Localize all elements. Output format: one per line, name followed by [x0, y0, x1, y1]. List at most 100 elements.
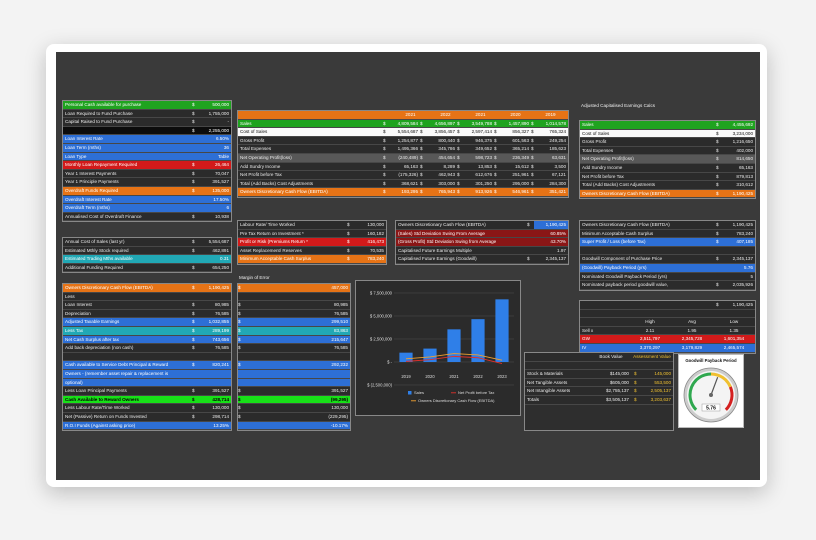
table-row: Less Loan Principal Payments $391,527 — [63, 387, 231, 396]
currency-sign: $ — [531, 180, 534, 186]
table-row: $130,000 — [238, 404, 350, 413]
currency-sign: $ — [420, 120, 423, 126]
y-tick-label: $ - — [387, 360, 392, 365]
row-value: 3,179,829 — [681, 344, 703, 350]
y-tick-label: $ (2,500,000) — [367, 383, 393, 388]
table-row: $76,585 — [238, 309, 350, 319]
currency-sign: $ — [634, 379, 637, 385]
table-row: Net Tangible Assets $605,000 $553,500 — [525, 378, 673, 388]
row-value: 1,495,366 — [397, 146, 418, 152]
row-value: 462,891 — [212, 247, 229, 253]
table-row: $76,585 — [238, 344, 350, 353]
table-row: Profit or Risk (Premiums Return * $416,47… — [238, 238, 386, 247]
row-spacer — [245, 379, 318, 387]
row-value: 249,254 — [549, 137, 566, 143]
currency-sign: $ — [383, 129, 386, 135]
row-value: 70,535 — [369, 247, 384, 253]
table-row: $292,232 — [238, 361, 350, 370]
currency-sign: $ — [457, 129, 460, 135]
table-row: Year 1 Principle Payments $391,527 — [63, 178, 231, 187]
table-row: Estimated Mthly Stock required $462,891 — [63, 246, 231, 256]
row-value — [318, 293, 350, 301]
row-spacer — [245, 336, 318, 344]
row-label: Personal Cash available for purchase — [65, 102, 142, 107]
column-header: High — [645, 319, 655, 325]
row-value: (240,489) — [398, 154, 418, 160]
currency-sign: $ — [420, 129, 423, 135]
currency-sign: $ — [192, 336, 195, 342]
row-value — [318, 353, 350, 361]
gauge-value: 5.76 — [706, 406, 716, 412]
currency-sign: $ — [420, 180, 423, 186]
row-label: Total Expenses — [240, 146, 272, 152]
sales-bar — [471, 319, 485, 362]
currency-sign: $ — [457, 120, 460, 126]
table-row: Owners Discretionary Cash Flow (EBITDA) $… — [580, 189, 755, 199]
row-value: 193,295 — [401, 189, 418, 195]
table-row: R.O.I Funds (Against asking price) 13.25% — [63, 421, 231, 431]
row-spacer — [245, 387, 318, 395]
currency-sign: $ — [494, 137, 497, 143]
row-value: 2,345,137 — [545, 256, 566, 262]
row-value: 546,961 — [512, 189, 529, 195]
x-tick-label: 2019 — [401, 374, 411, 379]
table-row: $2,255,000 — [63, 126, 231, 136]
column-header: Assessment Value — [633, 354, 671, 359]
table-row: Net Operating Profit(loss) $ (240,489) $454… — [238, 153, 568, 163]
row-value: 814,650 — [736, 156, 753, 162]
currency-sign — [192, 204, 199, 212]
currency-sign: $ — [192, 405, 195, 411]
currency-sign: $ — [192, 239, 195, 244]
currency-sign — [192, 379, 199, 387]
x-tick-label: 2020 — [425, 374, 435, 379]
row-value: 76,585 — [333, 345, 348, 351]
table-row: Sales $4,809,584 $4,656,897 $3,549,788 $1,45… — [238, 119, 568, 129]
row-label: IV — [582, 344, 587, 350]
table-row: Net (Passive) Return on Funds Invested $2… — [63, 412, 231, 422]
table-row: Annualised Cost of Overdraft Finance $10,… — [63, 212, 231, 222]
row-value: 1,190,425 — [208, 285, 229, 290]
currency-sign — [192, 255, 199, 263]
table-row: Adjusted Taxable Earnings $1,032,855 — [63, 318, 231, 327]
row-label: (Goodwill) Payback Period (yrs) — [582, 264, 647, 270]
row-value: 284,300 — [549, 180, 566, 186]
row-label: Capitalised Future Earnings Multiple — [398, 247, 472, 253]
row-label — [63, 353, 192, 361]
row-value: 80,985 — [214, 302, 229, 308]
table-row: (Sales) Std Deviation Swing From Average… — [396, 229, 568, 239]
row-value: 454,654 — [438, 154, 455, 160]
currency-sign: $ — [347, 239, 350, 245]
row-value: 3,549,788 — [471, 120, 492, 126]
row-value: 76,585 — [214, 345, 229, 351]
row-spacer — [245, 327, 318, 335]
row-value: 457,000 — [331, 285, 348, 290]
row-value: 215,647 — [331, 336, 348, 342]
row-value: 654,250 — [212, 264, 229, 270]
row-value: $2,755,137 — [606, 388, 629, 394]
row-label: (Gross Profit) Std Deviation Swing from … — [398, 239, 497, 245]
currency-sign: $ — [192, 285, 195, 290]
table-row: $215,647 — [238, 335, 350, 345]
row-value: 4,656,897 — [434, 120, 455, 126]
table-row: Nominated payback period goodwill value,… — [580, 281, 755, 290]
row-label: Net Intangible Assets — [527, 388, 571, 394]
row-value: 3,203,637 — [650, 396, 671, 402]
currency-sign: $ — [238, 319, 241, 325]
row-label: Annualised Cost of Overdraft Finance — [65, 213, 142, 219]
table-row: $457,000 — [238, 284, 350, 293]
row-label: Cash Available to Reward Owners — [65, 396, 139, 402]
spreadsheet-dashboard: Personal Cash available for purchase $500… — [56, 52, 760, 480]
row-label: Net Profit before Tax — [582, 173, 624, 179]
row-value: 1,457,890 — [508, 120, 529, 126]
currency-sign — [192, 196, 199, 204]
row-value: 0.31 — [220, 256, 229, 262]
table-row: Cost of Sales $3,234,000 — [580, 129, 755, 139]
table-row: Add back depreciation (non cash) $76,585 — [63, 344, 231, 353]
currency-sign: $ — [716, 147, 719, 153]
row-label: Year 1 Principle Payments — [65, 179, 119, 185]
row-value: 65,163 — [403, 163, 418, 169]
table-row: Owners Discretionary Cash Flow (EBITDA) $… — [396, 221, 568, 230]
row-value: 391,527 — [331, 388, 348, 394]
currency-sign: $ — [192, 362, 195, 368]
year-label: 2021 — [475, 112, 486, 117]
